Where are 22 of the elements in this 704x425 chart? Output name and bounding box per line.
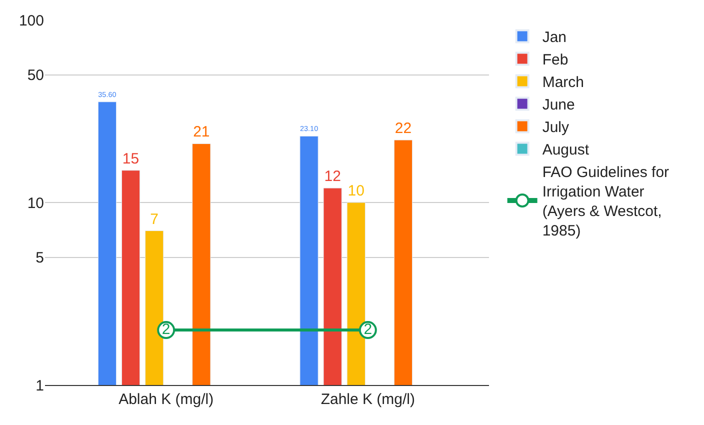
x-tick-label: Ablah K (mg/l) (118, 391, 214, 408)
y-tick-label: 5 (36, 250, 44, 267)
data-label: 21 (193, 124, 210, 141)
legend-label: August (542, 142, 590, 159)
y-tick-label: 10 (27, 194, 44, 212)
y-tick-label: 1 (36, 377, 44, 394)
data-label: 10 (348, 182, 364, 200)
data-label: 15 (122, 150, 140, 168)
legend-label: Feb (542, 52, 568, 69)
legend-label: FAO Guidelines for Irrigation Water (Ayers & Westcot, 1985) (542, 164, 670, 240)
data-label: 2 (364, 320, 372, 338)
data-label: 22 (394, 120, 412, 138)
legend-label: March (542, 74, 584, 92)
legend-label: Jan (542, 29, 567, 46)
legend-label: July (542, 119, 570, 136)
y-tick-label: 50 (27, 67, 44, 84)
data-label: 12 (324, 168, 341, 186)
data-label: 2 (162, 320, 170, 338)
x-tick-label: Zahle K (mg/l) (320, 391, 416, 408)
y-tick-label: 100 (18, 12, 44, 30)
data-label: 7 (150, 210, 158, 228)
legend-label: June (542, 96, 575, 114)
